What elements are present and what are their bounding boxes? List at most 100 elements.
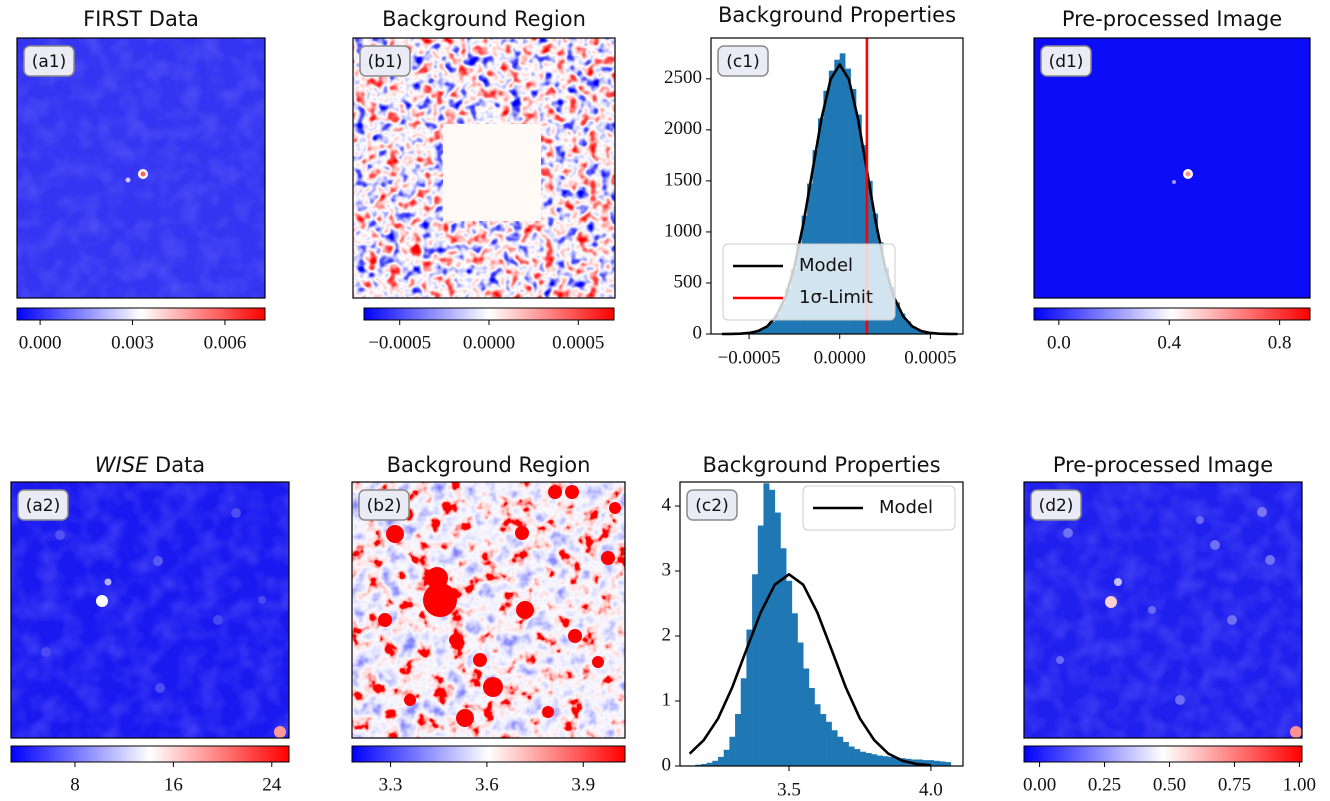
- panel-title: Background Region: [382, 7, 586, 31]
- panel-label: (b1): [368, 52, 403, 72]
- histogram-bar: [817, 118, 824, 334]
- panel-label-box: [358, 489, 410, 521]
- source-blob: [96, 595, 108, 607]
- histogram-bar: [769, 489, 776, 766]
- histogram-bar: [933, 760, 940, 766]
- panel-title: WISE Data: [95, 453, 205, 477]
- histogram-bar: [791, 613, 798, 766]
- histogram-bar: [769, 321, 775, 334]
- colorbar: [351, 745, 626, 763]
- histogram-bar: [746, 629, 753, 766]
- title-text: Background Region: [382, 7, 586, 31]
- source-blob: [1290, 726, 1302, 738]
- source-blob: [213, 615, 223, 625]
- panel-label-box: [1040, 45, 1092, 77]
- histogram-bar: [706, 762, 713, 766]
- histogram-bar: [861, 145, 868, 334]
- histogram-bar: [752, 574, 759, 766]
- source-blob: [483, 677, 503, 697]
- source-blob: [1265, 555, 1275, 565]
- y-tick-label: 0: [693, 322, 703, 343]
- source-blob: [1185, 171, 1191, 177]
- histogram-bar: [814, 704, 821, 766]
- image-frame: [352, 37, 616, 299]
- panel-label: (d1): [1049, 52, 1084, 72]
- histogram-bar: [894, 302, 900, 334]
- histogram-bar: [718, 756, 725, 766]
- source-blob: [1172, 180, 1176, 184]
- x-tick-label: 3.5: [777, 779, 801, 800]
- source-blob: [1175, 695, 1185, 705]
- histogram-bar: [723, 749, 730, 766]
- source-blob: [153, 556, 163, 566]
- colorbar: [1033, 307, 1311, 321]
- image-frame: [16, 37, 266, 299]
- x-tick-label: −0.0005: [718, 347, 781, 368]
- source-blob: [55, 530, 65, 540]
- source-blob: [515, 526, 529, 540]
- colorbar-tick-label: 0.4: [1157, 332, 1181, 353]
- histogram-bar: [939, 761, 946, 766]
- colorbar-tick-label: 24: [262, 774, 282, 795]
- source-blob: [274, 726, 286, 738]
- panel-title: Pre-processed Image: [1062, 7, 1282, 31]
- panel-label: (b2): [367, 496, 402, 516]
- colorbar-tick-label: 8: [70, 774, 80, 795]
- histogram-bar: [786, 580, 793, 766]
- histogram-bar: [823, 90, 830, 334]
- colorbar-tick-label: 0.25: [1088, 774, 1121, 795]
- source-blob: [548, 485, 562, 499]
- source-blob: [473, 653, 487, 667]
- source-blob: [601, 551, 615, 565]
- histogram-bar: [845, 68, 851, 334]
- y-tick-label: 1000: [664, 220, 702, 241]
- colorbar-tick-label: 0.75: [1218, 774, 1251, 795]
- colorbar-tick-label: 0.50: [1153, 774, 1186, 795]
- source-blob: [1210, 540, 1220, 550]
- title-text: Data: [148, 453, 205, 477]
- histogram-bar: [758, 329, 764, 334]
- colorbar-tick-label: 16: [164, 774, 183, 795]
- histogram-bar: [916, 759, 923, 766]
- image-noise: [1024, 482, 1302, 738]
- model-curve: [688, 572, 932, 767]
- source-blob: [456, 709, 474, 727]
- source-blob: [1227, 615, 1237, 625]
- title-text: Background Properties: [718, 3, 956, 27]
- panel-label-box: [23, 45, 75, 77]
- panel-label: (d2): [1039, 496, 1074, 516]
- title-text: FIRST Data: [83, 7, 199, 31]
- axes-frame: [679, 481, 964, 767]
- panel-label: (a2): [26, 496, 61, 516]
- colorbar-tick-label: 0.003: [111, 332, 154, 353]
- source-blob: [1105, 596, 1117, 608]
- source-blob: [1114, 578, 1122, 586]
- image-frame: [10, 481, 290, 739]
- y-tick-label: 500: [674, 271, 703, 292]
- image-noise: [17, 38, 265, 298]
- y-tick-label: 2500: [664, 67, 702, 88]
- histogram-bar: [774, 512, 781, 766]
- panel-label-box: [1030, 489, 1082, 521]
- histogram-bar: [915, 329, 922, 334]
- histogram-bar: [808, 688, 815, 766]
- source-blob: [1148, 606, 1156, 614]
- histogram-bar: [839, 53, 846, 335]
- legend-label: Model: [879, 497, 933, 518]
- title-text: Pre-processed Image: [1053, 453, 1273, 477]
- histogram-bar: [888, 756, 895, 766]
- histogram-bar: [757, 525, 764, 766]
- source-blob: [155, 683, 165, 693]
- source-blob: [41, 647, 51, 657]
- histogram-bar: [894, 757, 901, 766]
- histogram-bar: [780, 548, 787, 766]
- panel-label: (c2): [695, 496, 728, 516]
- image-frame: [1033, 37, 1311, 299]
- histogram-bar: [882, 756, 889, 766]
- histogram-bar: [740, 678, 747, 766]
- histogram-bar: [904, 321, 911, 334]
- source-blob: [592, 656, 604, 668]
- image-frame: [1023, 481, 1303, 739]
- title-text: Pre-processed Image: [1062, 7, 1282, 31]
